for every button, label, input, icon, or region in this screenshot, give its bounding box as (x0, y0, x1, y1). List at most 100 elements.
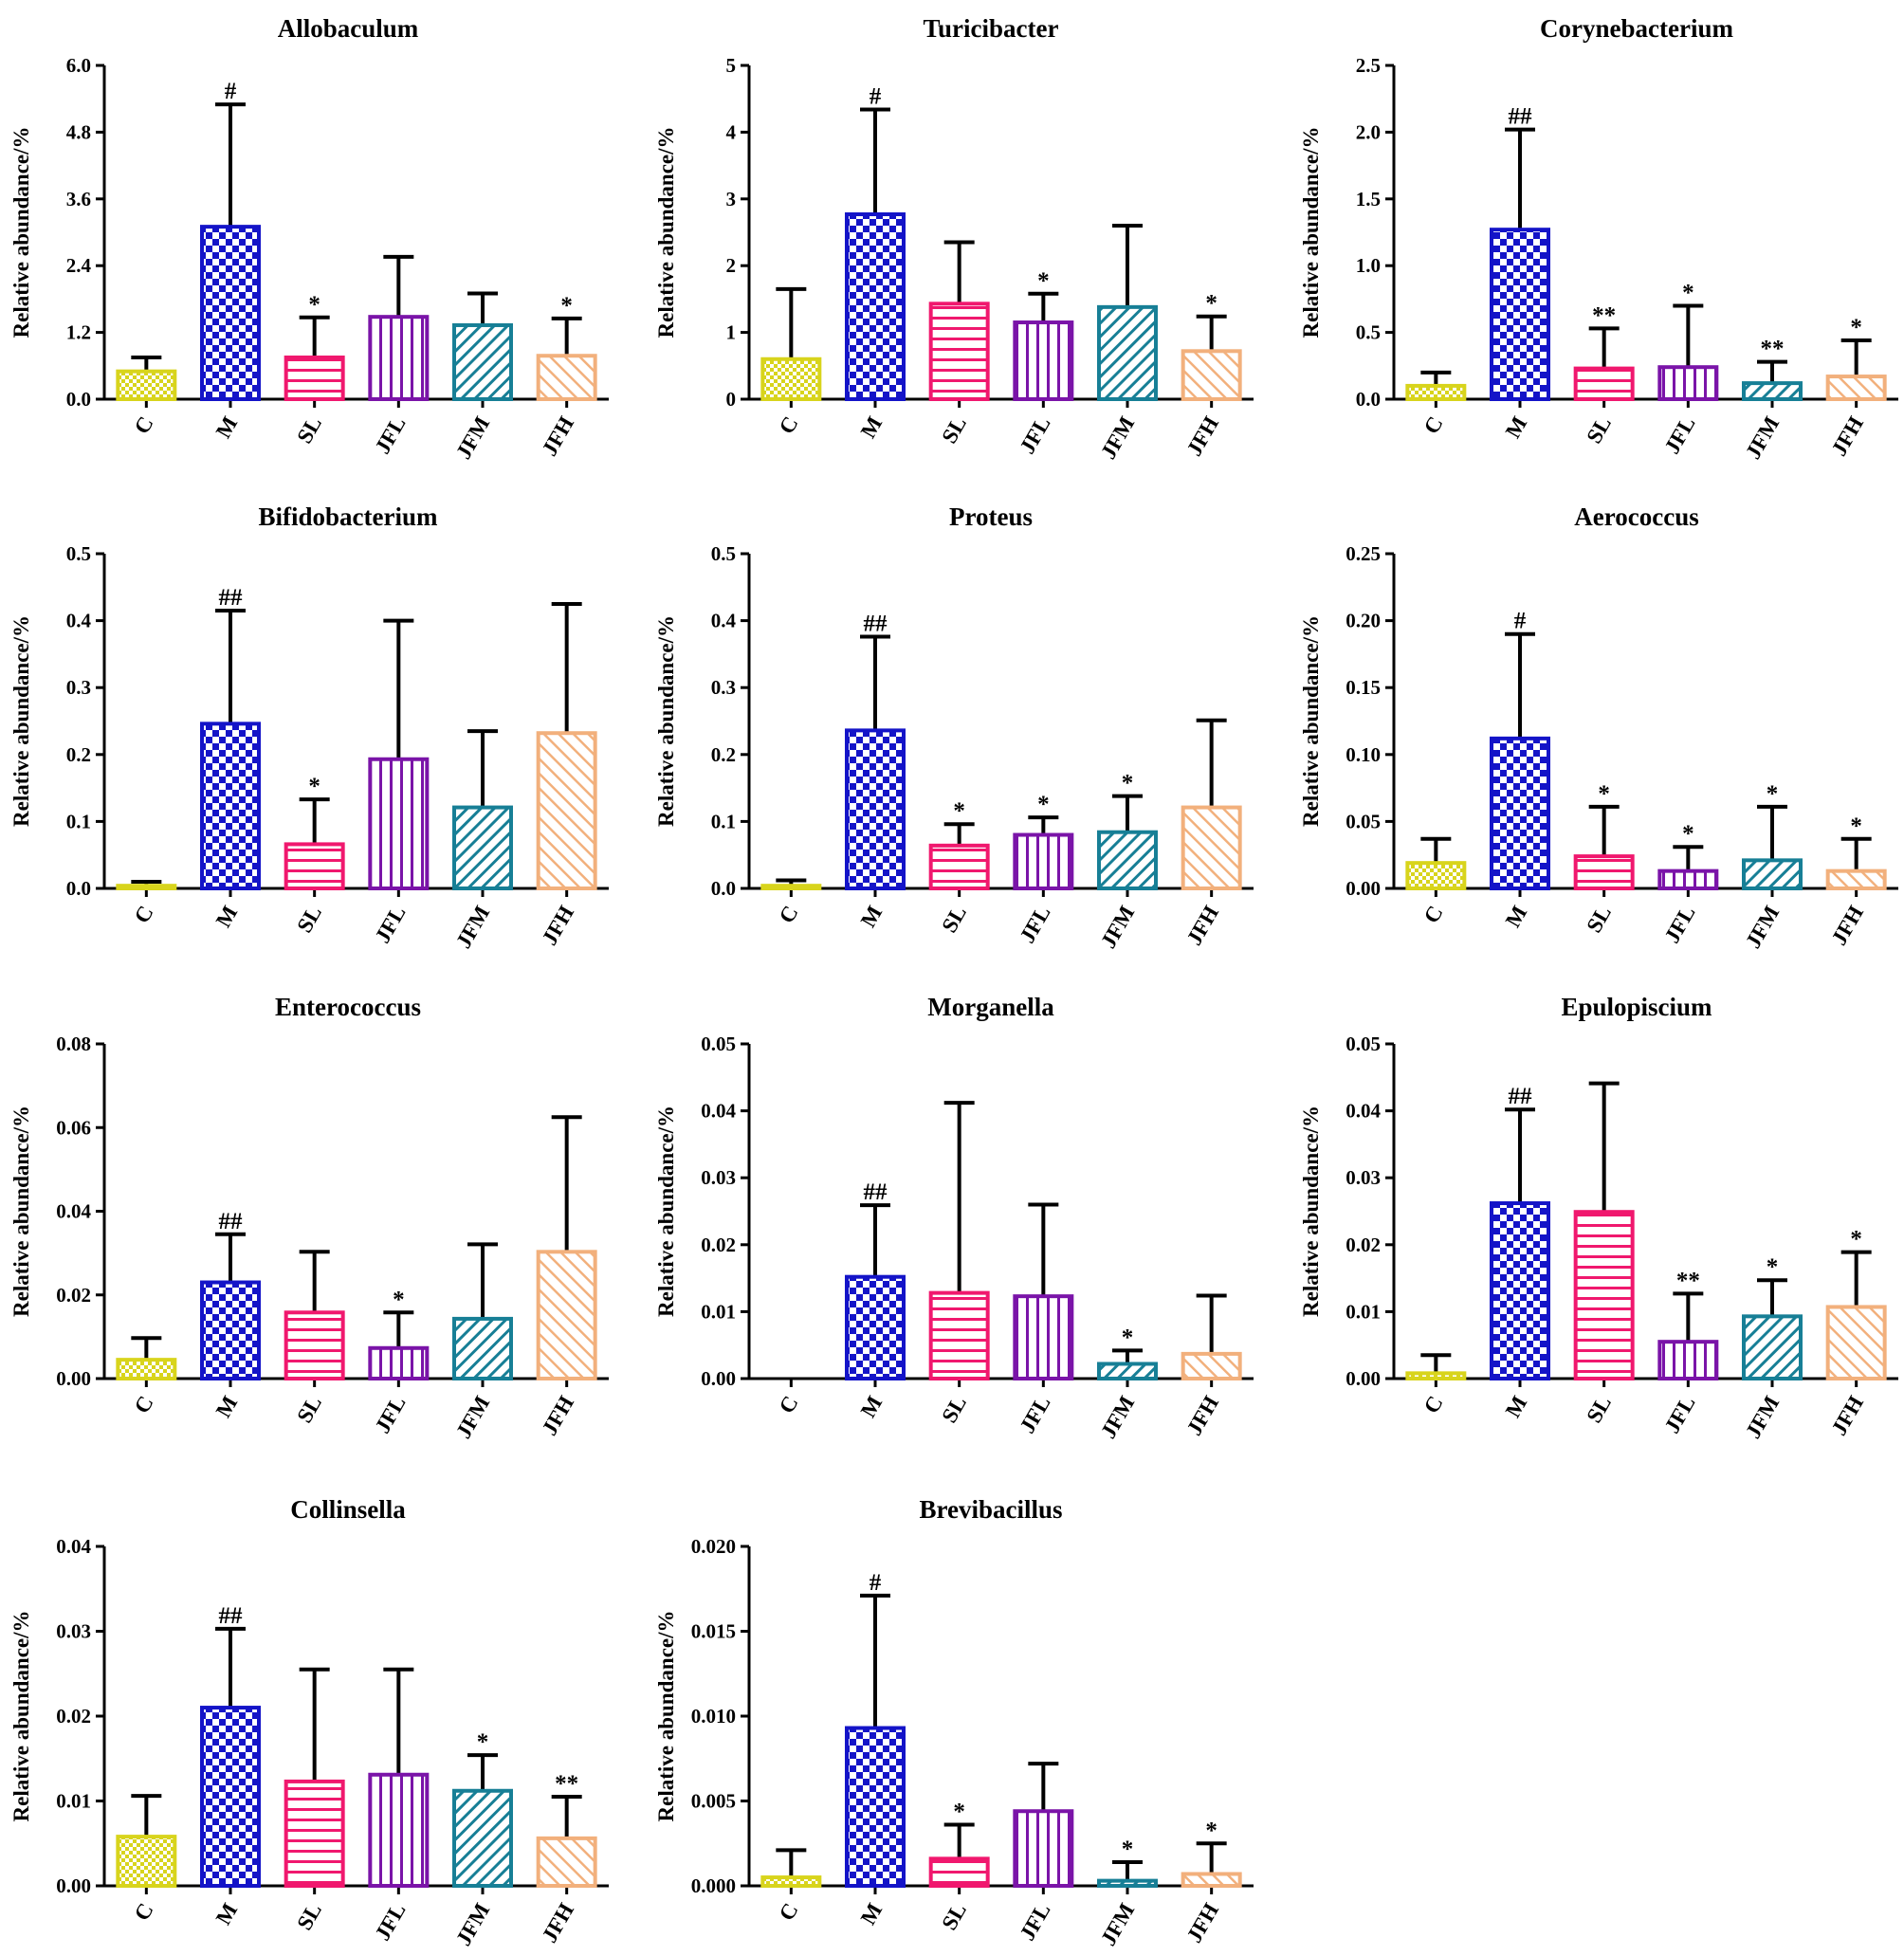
y-tick-label: 0.02 (56, 1705, 91, 1727)
y-tick-label: 0.3 (66, 676, 91, 699)
y-tick-label: 0.01 (701, 1300, 736, 1323)
y-tick-label: 0.03 (1346, 1166, 1381, 1189)
chart-title: Turicibacter (924, 14, 1059, 43)
x-tick-label: SL (937, 1899, 971, 1934)
significance-marker: ## (1509, 1084, 1533, 1109)
y-tick-label: 0.02 (1346, 1234, 1381, 1256)
y-tick-label: 0.000 (691, 1874, 736, 1897)
x-tick-label: JFM (1096, 902, 1139, 953)
x-tick-label: JFL (1016, 1392, 1055, 1437)
bar-jfh (1825, 868, 1887, 890)
y-tick-label: 0.05 (1346, 810, 1381, 832)
y-tick-label: 1 (726, 321, 737, 344)
bar-jfm (1097, 1362, 1158, 1381)
x-tick-label: JFL (371, 412, 411, 458)
y-axis-label: Relative abundance/% (1299, 127, 1323, 338)
x-tick-label: JFM (451, 902, 494, 953)
bar-sl (928, 843, 990, 890)
x-tick-label: M (856, 412, 888, 443)
x-tick-label: JFL (371, 1392, 411, 1437)
significance-marker: * (1205, 291, 1217, 317)
bar-m (200, 225, 261, 401)
significance-marker: * (308, 292, 320, 318)
x-tick-label: SL (292, 412, 326, 448)
y-tick-label: 1.2 (66, 321, 91, 344)
y-tick-label: 2.5 (1356, 54, 1381, 77)
y-tick-label: 3.6 (66, 188, 91, 210)
y-tick-label: 0.03 (56, 1620, 91, 1643)
y-axis-label: Relative abundance/% (654, 1611, 678, 1822)
x-tick-label: JFH (1827, 1392, 1868, 1439)
y-tick-label: 0.00 (56, 1367, 91, 1390)
bar-c (1405, 383, 1467, 402)
x-tick-label: JFL (1016, 902, 1055, 947)
bar-c (760, 356, 822, 402)
x-tick-label: JFH (1827, 412, 1868, 460)
bar-m (1490, 736, 1550, 891)
y-tick-label: 0.4 (66, 610, 92, 632)
x-tick-label: JFM (451, 412, 494, 464)
x-tick-label: JFL (1660, 902, 1700, 947)
significance-marker: * (560, 293, 573, 319)
y-tick-label: 0.15 (1346, 676, 1381, 699)
y-axis-label: Relative abundance/% (1299, 1106, 1323, 1317)
y-tick-label: 0.02 (701, 1234, 736, 1256)
bar-jfm (1742, 858, 1803, 891)
x-tick-label: JFL (1660, 412, 1700, 458)
chart-morganella: Morganella Relative abundance/% 0.00 0.01 0.… (654, 993, 1254, 1442)
y-tick-label: 0.08 (56, 1033, 91, 1055)
x-tick-label: SL (937, 902, 971, 937)
x-tick-label: JFH (538, 1392, 578, 1439)
chart-title: Proteus (949, 503, 1033, 531)
bar-sl (928, 302, 990, 401)
chart-collinsella: Collinsella Relative abundance/% 0.00 0.01 0… (9, 1495, 609, 1949)
bar-jfl (1657, 868, 1719, 890)
significance-marker: ## (219, 1603, 244, 1629)
chart-title: Brevibacillus (919, 1495, 1062, 1524)
chart-bifidobacterium: Bifidobacterium Relative abundance/% 0.0 0.… (9, 503, 609, 952)
bar-c (116, 884, 177, 891)
bar-jfm (452, 805, 513, 890)
x-tick-label: JFH (538, 902, 578, 949)
y-tick-label: 0.00 (1346, 877, 1381, 900)
x-tick-label: SL (1582, 1392, 1616, 1427)
x-tick-label: C (1419, 1392, 1448, 1417)
y-tick-label: 1.0 (1356, 254, 1381, 277)
bar-jfh (536, 354, 597, 401)
significance-marker: * (1850, 813, 1862, 839)
y-tick-label: 0.00 (1346, 1367, 1381, 1390)
significance-marker: * (477, 1729, 489, 1755)
bar-sl (928, 1290, 990, 1380)
bar-c (116, 1835, 177, 1888)
x-tick-label: JFH (538, 412, 578, 460)
significance-marker: * (1205, 1818, 1217, 1843)
x-tick-label: JFH (1182, 1899, 1223, 1947)
x-tick-label: JFM (451, 1899, 494, 1950)
bar-c (116, 369, 177, 401)
y-tick-label: 0 (726, 388, 737, 411)
y-tick-label: 0.020 (691, 1535, 736, 1558)
y-tick-label: 0.03 (701, 1166, 736, 1189)
bar-sl (284, 1779, 345, 1889)
chart-title: Enterococcus (275, 993, 421, 1021)
bar-c (760, 884, 822, 891)
x-tick-label: C (775, 1392, 803, 1417)
y-axis-label: Relative abundance/% (654, 1106, 678, 1317)
significance-marker: ## (219, 585, 244, 611)
bar-sl (928, 1856, 990, 1888)
bar-jfm (452, 322, 513, 401)
significance-marker: * (308, 774, 320, 799)
chart-turicibacter: Turicibacter Relative abundance/% 0 1 2 3 4 5 C M… (654, 14, 1254, 463)
chart-enterococcus: Enterococcus Relative abundance/% 0.00 0.02… (9, 993, 609, 1442)
chart-brevibacillus: Brevibacillus Relative abundance/% 0.000 0.… (654, 1495, 1254, 1949)
y-tick-label: 1.5 (1356, 188, 1381, 210)
x-tick-label: JFL (371, 1899, 411, 1945)
x-tick-label: C (775, 1899, 803, 1925)
bar-jfh (1825, 1305, 1887, 1381)
y-tick-label: 2 (726, 254, 737, 277)
x-tick-label: C (130, 902, 158, 927)
bar-m (1490, 228, 1550, 401)
x-tick-label: M (211, 902, 243, 932)
significance-marker: * (1767, 781, 1779, 807)
y-tick-label: 0.01 (1346, 1300, 1381, 1323)
